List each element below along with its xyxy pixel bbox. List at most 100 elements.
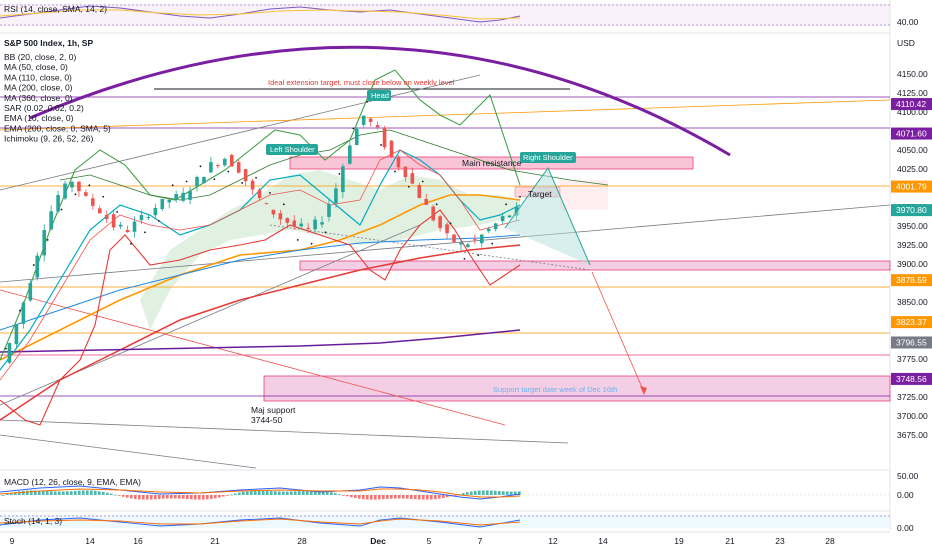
- price-badge-label: 4071.60: [896, 129, 927, 139]
- candlesticks: [7, 115, 519, 365]
- macd-bar: [294, 491, 297, 495]
- macd-bar: [174, 495, 177, 499]
- sar-dot: [421, 180, 424, 183]
- candle-body: [452, 234, 456, 242]
- left-shoulder-tag: [266, 144, 318, 155]
- y-tick-label: 3725.00: [897, 392, 928, 402]
- candle-body: [222, 158, 227, 166]
- macd-bar: [322, 490, 325, 495]
- macd-bar: [134, 495, 137, 500]
- macd-bar: [74, 490, 77, 495]
- candle-body: [243, 169, 248, 182]
- macd-bar: [214, 495, 217, 499]
- sar-dot: [282, 203, 285, 206]
- sar-dot: [519, 195, 521, 198]
- sar-dot: [88, 184, 91, 187]
- candle-body: [77, 181, 81, 192]
- indicator-label: Ichimoku (9, 26, 52, 26): [4, 134, 93, 144]
- y-tick-label: 4125.00: [897, 88, 928, 98]
- candle-body: [42, 230, 47, 256]
- x-tick-label: Dec: [370, 536, 386, 546]
- macd-tick-50: 50.00: [897, 471, 919, 481]
- macd-bar: [54, 491, 57, 495]
- candle-body: [181, 192, 185, 201]
- x-tick-label: 19: [674, 536, 684, 546]
- macd-bar: [286, 491, 289, 495]
- candle-body: [250, 180, 255, 190]
- x-tick-label: 21: [725, 536, 735, 546]
- price-badge: [891, 127, 932, 140]
- macd-bar: [310, 490, 313, 495]
- indicator-label: EMA (200, close, 0, SMA, 5): [4, 123, 111, 133]
- candle-body: [63, 183, 67, 199]
- macd-bar: [490, 490, 493, 495]
- macd-bar: [22, 490, 25, 495]
- macd-bar: [266, 490, 269, 495]
- sar-dot: [116, 211, 119, 213]
- sar-dot: [505, 203, 508, 206]
- projection-arrowhead: [640, 386, 647, 395]
- macd-bar: [446, 495, 449, 498]
- x-tick-label: 9: [10, 536, 15, 546]
- price-badge: [891, 336, 932, 349]
- macd-bar: [118, 495, 121, 496]
- macd-bar: [298, 491, 301, 495]
- trendline-lower: [0, 204, 891, 283]
- macd-bar: [430, 495, 433, 500]
- macd-bar: [150, 495, 153, 500]
- y-tick-label: 3700.00: [897, 411, 928, 421]
- macd-label: MACD (12, 26, close, 9, EMA, EMA): [4, 477, 141, 487]
- candle-body: [21, 302, 26, 324]
- macd-bar: [422, 495, 425, 500]
- price-badge-label: 3823.37: [896, 317, 927, 327]
- x-axis: 9 14 16 21 28 Dec 5 7 12 14 19 21 23 28: [10, 536, 835, 546]
- candle-body: [368, 118, 373, 122]
- macd-bar: [386, 495, 389, 499]
- macd-bar: [146, 495, 149, 500]
- macd-bar: [114, 494, 117, 496]
- candle-body: [167, 199, 172, 203]
- macd-bar: [470, 491, 473, 495]
- macd-bar: [290, 491, 293, 495]
- macd-bar: [402, 495, 405, 499]
- sar-dot: [199, 165, 202, 168]
- macd-bar: [390, 495, 393, 499]
- sar-dot: [407, 185, 410, 188]
- macd-histogram: [2, 490, 521, 500]
- candle-body: [382, 127, 387, 148]
- macd-bar: [478, 490, 481, 495]
- macd-bar: [306, 490, 309, 495]
- candle-body: [473, 239, 477, 241]
- sar-dot: [171, 184, 174, 187]
- x-tick-label: 14: [85, 536, 95, 546]
- candle-body: [396, 157, 401, 168]
- macd-bar: [190, 495, 193, 500]
- candle-body: [14, 324, 19, 345]
- y-tick-label: 3900.00: [897, 259, 928, 269]
- sar-dot: [296, 239, 299, 241]
- indicator-label: MA (200, close, 0): [4, 83, 73, 93]
- macd-bar: [162, 495, 165, 499]
- sar-dot: [352, 127, 355, 130]
- macd-bar: [302, 490, 305, 495]
- trendline-gray-low: [0, 419, 569, 444]
- macd-bar: [50, 491, 53, 495]
- macd-bar: [110, 493, 113, 495]
- macd-bar: [206, 495, 209, 500]
- price-badge-label: 3796.55: [896, 337, 927, 347]
- candle-body: [334, 188, 338, 204]
- sar-dots: [5, 100, 521, 350]
- macd-tick-0: 0.00: [897, 490, 914, 500]
- candle-body: [438, 216, 442, 228]
- macd-bar: [410, 495, 413, 499]
- macd-bar: [466, 492, 469, 495]
- candle-body: [466, 244, 470, 247]
- macd-bar: [30, 490, 33, 495]
- candle-body: [500, 216, 505, 222]
- candle-body: [202, 176, 206, 184]
- x-tick-label: 14: [598, 536, 608, 546]
- macd-bar: [414, 495, 417, 500]
- ema-200-line: [0, 194, 521, 361]
